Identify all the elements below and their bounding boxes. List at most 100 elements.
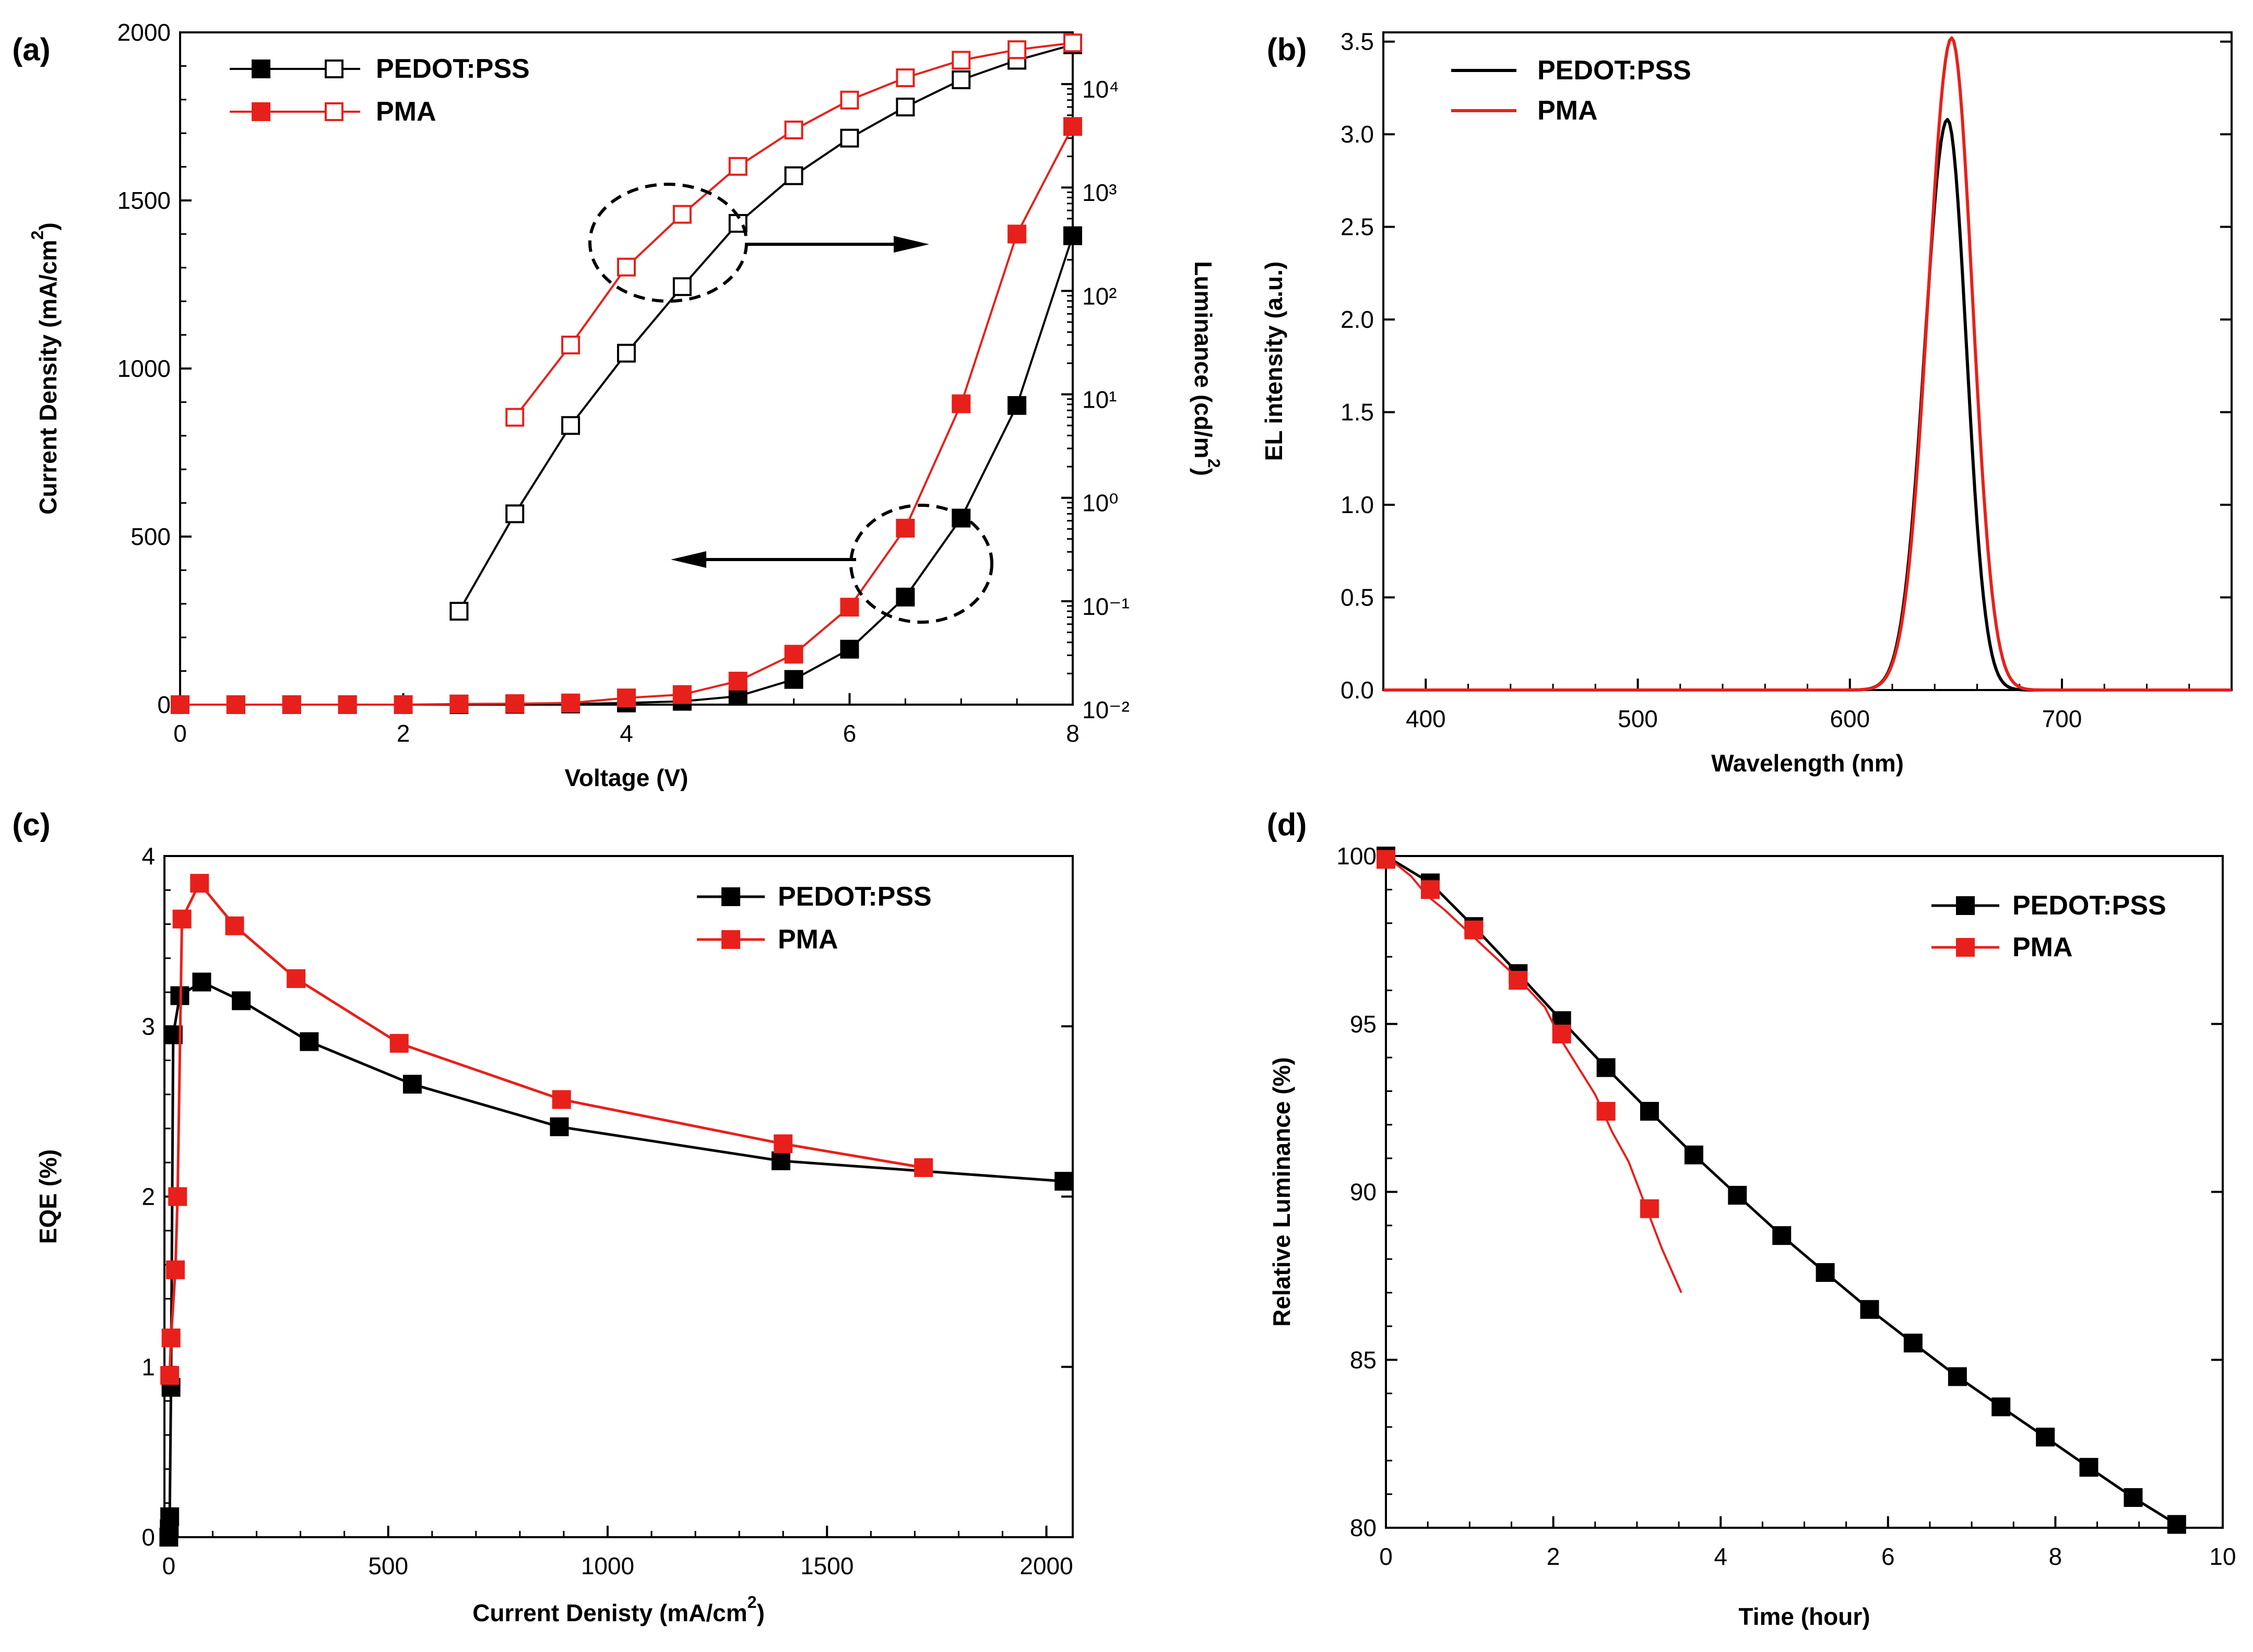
x-tick-label: 1000: [581, 1552, 634, 1579]
x-tick-label: 6: [1881, 1543, 1895, 1570]
y-tick-label: 3.0: [1341, 121, 1374, 148]
series-line: [167, 980, 1064, 1538]
data-point: [772, 1151, 791, 1170]
plot-frame: [1385, 855, 2224, 1529]
data-point: [1007, 224, 1027, 244]
panel-a: (a) 0 2 4 6 8 0 500 1000 1500 2000 10⁻² 10⁻¹ 10⁰ 10¹ 10…: [12, 19, 1223, 791]
legend-label: PEDOT:PSS: [2012, 890, 2166, 921]
data-point: [389, 1033, 409, 1053]
data-point: [449, 602, 469, 621]
x-tick-label: 500: [368, 1552, 408, 1579]
spectrum-line: [1383, 36, 2232, 692]
data-point: [163, 1025, 183, 1044]
data-point: [166, 1260, 185, 1279]
data-point: [1063, 33, 1082, 53]
x-tick-label: 0: [173, 720, 187, 747]
plot-frame: [163, 855, 1074, 1538]
data-point: [784, 670, 803, 689]
y-tick-label: 0: [141, 1524, 155, 1551]
panel-label: (a): [12, 32, 50, 67]
data-point: [1640, 1199, 1659, 1218]
data-point: [172, 909, 192, 929]
data-point: [672, 277, 692, 296]
arrow-head: [894, 236, 929, 253]
noisy-trace: [1385, 855, 1682, 1293]
y-tick-label: 2: [141, 1183, 155, 1210]
data-point: [1596, 1102, 1616, 1121]
y2-tick-label: 10¹: [1082, 386, 1117, 413]
data-point: [338, 695, 357, 714]
data-point: [561, 416, 580, 435]
series-line: [514, 42, 1073, 418]
legend-marker: [325, 60, 343, 78]
x-axis-label: Current Denisty (mA/cm2): [472, 1592, 765, 1626]
x-tick-label: 4: [1714, 1543, 1727, 1570]
panel-c: (c) 0 500 1000 1500 2000 0 1 2 3 4 Current Denisty …: [12, 807, 1074, 1626]
legend-marker: [325, 102, 343, 121]
series-line: [458, 43, 1073, 612]
data-point: [550, 1117, 569, 1136]
data-point: [672, 685, 692, 704]
y-axis-label: EL intensity (a.u.): [1260, 262, 1287, 461]
data-point: [192, 972, 211, 992]
y-tick-label: 95: [1350, 1011, 1377, 1038]
y2-tick-label: 10⁻²: [1082, 696, 1130, 723]
legend-marker: [721, 887, 740, 906]
y-tick-label: 3: [141, 1013, 155, 1040]
data-point: [1054, 1172, 1074, 1191]
y2-tick-label: 10³: [1082, 179, 1117, 206]
data-point: [561, 335, 580, 354]
data-point: [225, 916, 244, 935]
spectrum-line: [1383, 117, 2232, 692]
data-point: [1816, 1263, 1835, 1282]
data-point: [728, 671, 748, 691]
data-point: [840, 639, 859, 659]
x-tick-label: 2000: [1019, 1552, 1073, 1579]
y-tick-label: 2.0: [1341, 306, 1374, 333]
legend-label: PEDOT:PSS: [1537, 55, 1691, 86]
x-tick-label: 2: [397, 720, 410, 747]
data-point: [952, 51, 971, 70]
y-tick-label: 1.5: [1341, 399, 1374, 426]
y-axis-label: EQE (%): [34, 1149, 62, 1244]
data-point: [1509, 971, 1528, 990]
data-point: [896, 518, 915, 538]
y-tick-label: 3.5: [1341, 28, 1374, 55]
legend-marker: [252, 60, 270, 78]
data-point: [2124, 1488, 2143, 1507]
arrow-head: [671, 551, 706, 568]
legend-marker: [1956, 896, 1975, 915]
data-point: [1007, 40, 1027, 60]
x-tick-label: 0: [162, 1552, 176, 1579]
legend-label: PMA: [376, 97, 436, 127]
data-point: [282, 695, 301, 714]
x-tick-label: 0: [1379, 1543, 1393, 1570]
data-point: [190, 874, 209, 893]
data-point: [774, 1134, 793, 1154]
x-tick-label: 2: [1547, 1543, 1560, 1570]
legend-marker: [252, 102, 270, 121]
legend-label: PMA: [2012, 932, 2073, 962]
legend-marker: [1956, 938, 1975, 957]
data-point: [1991, 1397, 2011, 1417]
data-point: [914, 1158, 933, 1178]
data-point: [952, 70, 971, 89]
x-tick-label: 8: [1066, 720, 1080, 747]
data-point: [1596, 1058, 1616, 1077]
y-tick-label: 4: [141, 842, 155, 870]
y-tick-label: 1000: [117, 355, 171, 382]
data-point: [300, 1032, 319, 1051]
data-point: [1684, 1145, 1703, 1164]
data-point: [1420, 880, 1440, 899]
data-point: [394, 695, 413, 714]
data-point: [168, 1187, 187, 1206]
legend-marker: [721, 930, 740, 949]
data-point: [1063, 226, 1082, 245]
series-line: [168, 882, 924, 1376]
panel-label: (b): [1267, 32, 1307, 67]
y-tick-label: 0.5: [1341, 584, 1374, 611]
data-point: [505, 504, 525, 524]
x-tick-label: 500: [1618, 705, 1658, 732]
data-point: [552, 1090, 571, 1109]
